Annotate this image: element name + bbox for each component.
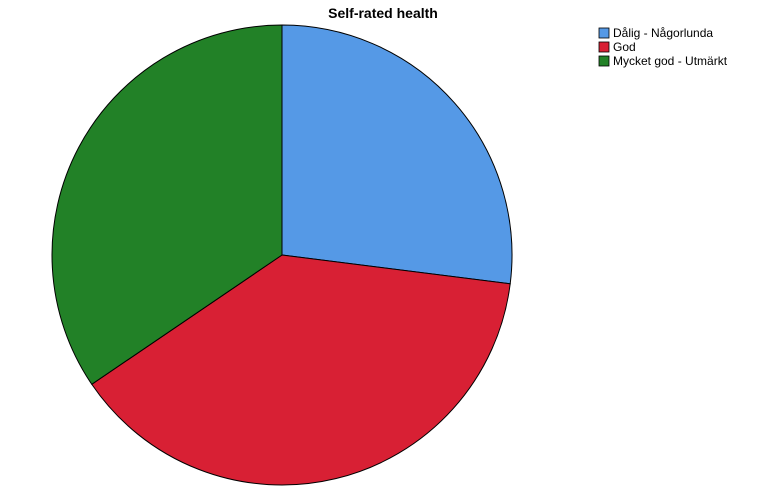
legend-label-3: Mycket god - Utmärkt <box>613 54 728 68</box>
chart-title: Self-rated health <box>328 5 438 21</box>
pie-slice-1 <box>281 24 513 285</box>
pie-slices <box>51 24 513 486</box>
pie-slice-2 <box>91 254 511 486</box>
pie-slice-3 <box>51 24 283 385</box>
legend-label-2: God <box>613 40 636 54</box>
legend-label-1: Dålig - Någorlunda <box>613 26 713 40</box>
legend-swatch-2 <box>598 41 610 53</box>
legend-swatch-1 <box>598 27 610 39</box>
legend-swatch-3 <box>598 55 610 67</box>
